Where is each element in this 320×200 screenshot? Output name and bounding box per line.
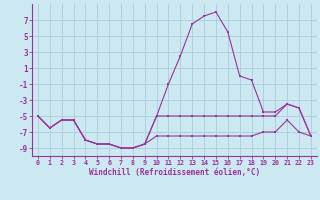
- X-axis label: Windchill (Refroidissement éolien,°C): Windchill (Refroidissement éolien,°C): [89, 168, 260, 177]
